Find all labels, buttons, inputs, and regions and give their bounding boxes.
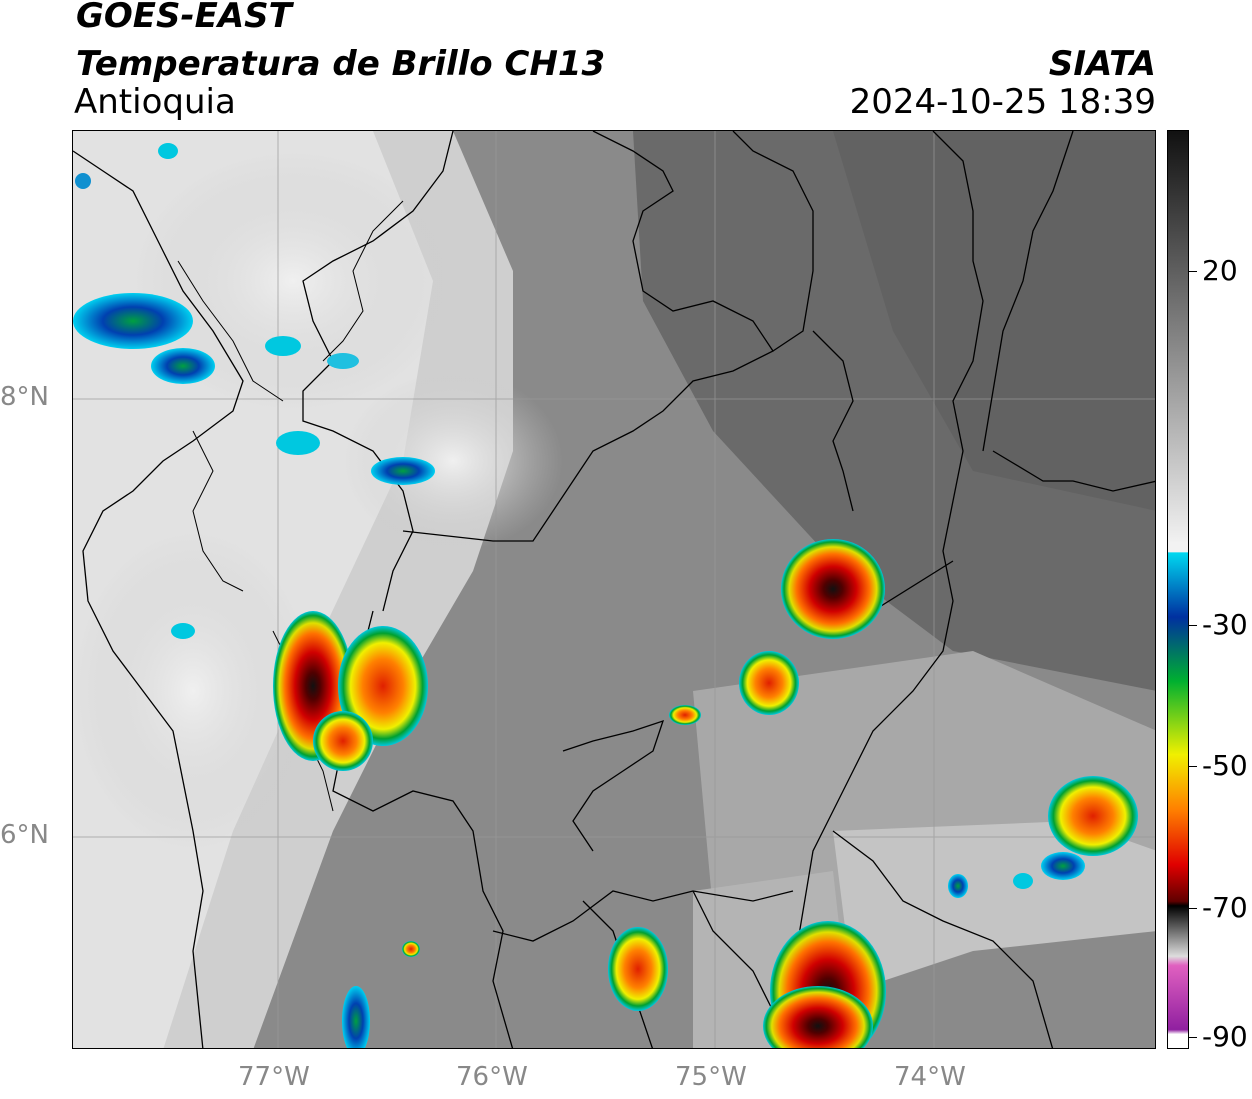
colorbar-tick-label: 20 bbox=[1202, 254, 1238, 288]
lon-label-76w: 76°W bbox=[456, 1062, 528, 1092]
colorbar-tick bbox=[1189, 1037, 1197, 1038]
lon-label-77w: 77°W bbox=[238, 1062, 310, 1092]
lon-label-74w: 74°W bbox=[894, 1062, 966, 1092]
colorbar-tick bbox=[1189, 271, 1197, 273]
temperature-colorbar bbox=[1167, 130, 1189, 1049]
colorbar-tick-label: -90 bbox=[1202, 1020, 1248, 1053]
product-title: Temperatura de Brillo CH13 bbox=[76, 44, 606, 84]
satellite-title: GOES-EAST bbox=[76, 0, 292, 36]
colorbar-tick-label: -50 bbox=[1202, 749, 1248, 783]
satellite-map bbox=[72, 130, 1156, 1049]
colorbar-tick bbox=[1189, 624, 1197, 626]
region-label: Antioquia bbox=[74, 82, 236, 122]
colorbar-tick bbox=[1189, 766, 1197, 768]
colorbar-tick-label: -30 bbox=[1202, 607, 1248, 641]
colorbar-tick-label: -70 bbox=[1202, 890, 1248, 924]
colorbar-tick bbox=[1189, 907, 1197, 909]
timestamp-label: 2024-10-25 18:39 bbox=[849, 82, 1156, 122]
lon-label-75w: 75°W bbox=[675, 1062, 747, 1092]
lat-label-8n: 8°N bbox=[0, 382, 49, 412]
organization-label: SIATA bbox=[1048, 44, 1156, 84]
lat-label-6n: 6°N bbox=[0, 820, 49, 850]
